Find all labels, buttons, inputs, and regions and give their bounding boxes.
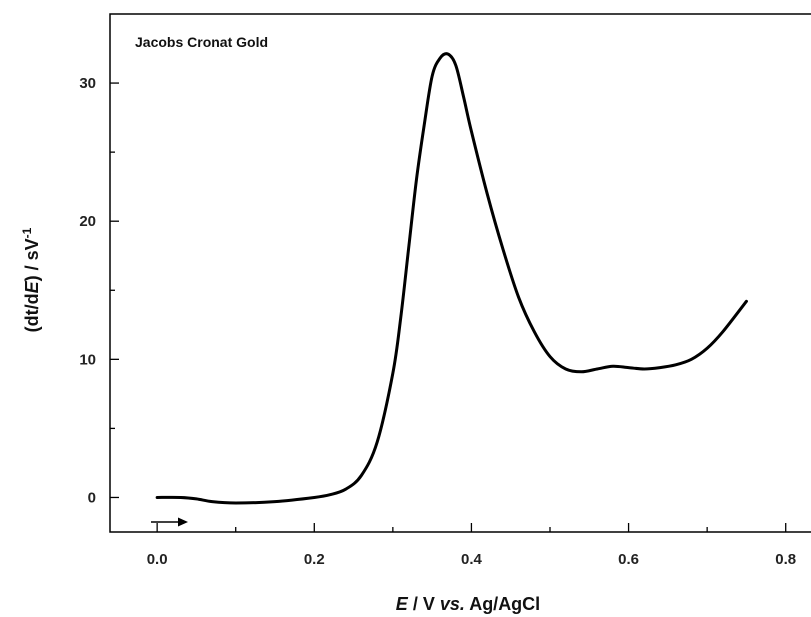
x-tick-label: 0.0 <box>147 551 168 568</box>
y-tick-label: 30 <box>79 75 96 92</box>
y-tick-label: 10 <box>79 351 96 368</box>
plot-frame <box>109 13 811 533</box>
sample-annotation: Jacobs Cronat Gold <box>135 34 268 50</box>
y-axis-ticks: 0 10 20 30 <box>79 75 119 506</box>
y-axis-title: (dt/dE) / sV-1 <box>20 227 42 332</box>
x-tick-label: 0.6 <box>618 551 639 568</box>
x-tick-label: 0.8 <box>775 551 796 568</box>
series-line <box>155 52 748 505</box>
sweep-direction-arrow <box>151 517 188 527</box>
y-tick-label: 0 <box>88 489 96 506</box>
y-tick-label: 20 <box>79 213 96 230</box>
x-tick-label: 0.2 <box>304 551 325 568</box>
x-axis-ticks: 0.0 0.2 0.4 0.6 0.8 <box>147 523 796 568</box>
x-axis-title: E / V vs. Ag/AgCl <box>396 594 540 614</box>
x-tick-label: 0.4 <box>461 551 483 568</box>
